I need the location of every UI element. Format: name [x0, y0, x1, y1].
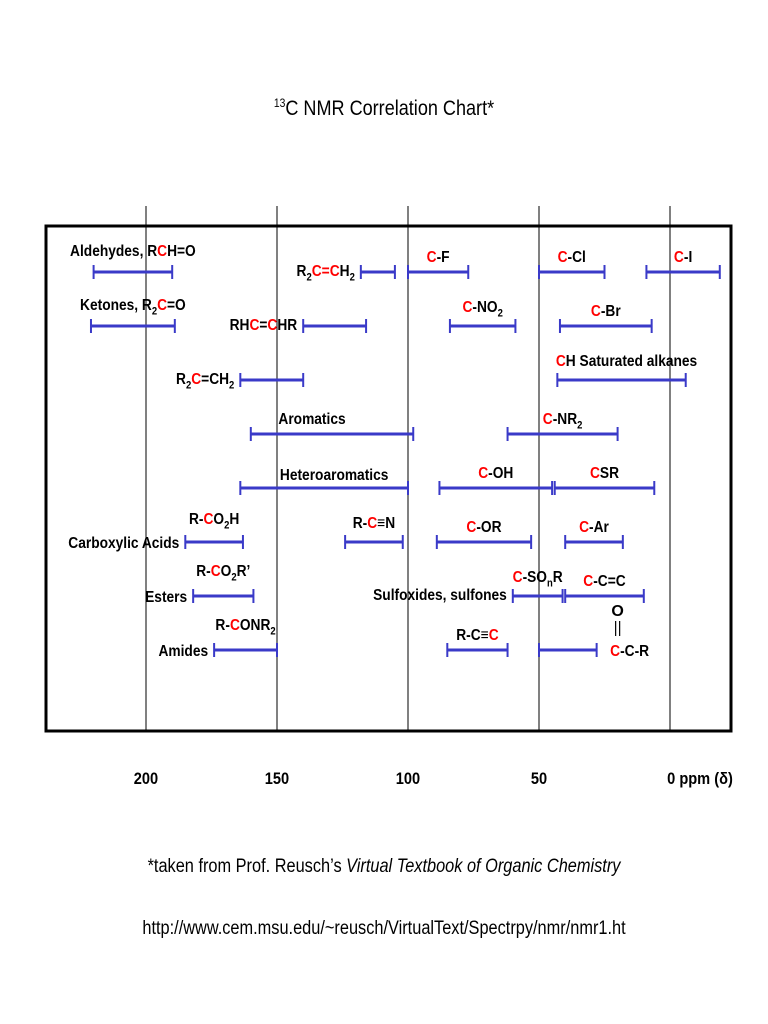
title-text: C NMR Correlation Chart* [285, 97, 495, 120]
range-label-6: RHC=CHR [230, 316, 298, 334]
tick-label-100: 100 [396, 770, 421, 788]
tick-label-50: 50 [531, 770, 547, 788]
tick-label-150: 150 [265, 770, 290, 788]
class-label-23: Amides [158, 642, 208, 660]
class-label-20: Esters [145, 588, 187, 606]
range-label-12: C-NR2 [543, 410, 583, 431]
range-label-9: R2C=CH2 [176, 370, 235, 391]
range-label-24: R-C≡C [456, 626, 499, 644]
range-label-23: R-CONR2 [215, 616, 276, 637]
tick-label-200: 200 [134, 770, 159, 788]
class-label-21: Sulfoxides, sulfones [373, 586, 507, 604]
range-label-1: Ketones, R2C=O [80, 296, 186, 317]
range-label-2: R2C=CH2 [297, 262, 356, 283]
range-label-14: C-OH [478, 464, 513, 482]
range-label-8: C-Br [591, 302, 621, 320]
range-label-5: C-I [674, 248, 692, 266]
footnote-prefix: *taken from Prof. Reusch’s [147, 856, 347, 877]
range-label-17: R-C≡N [353, 514, 395, 532]
range-label-19: C-Ar [579, 518, 609, 536]
range-label-3: C-F [427, 248, 450, 266]
range-label-0: Aldehydes, RCH=O [70, 242, 196, 260]
tick-label-0: 0 ppm (δ) [667, 770, 733, 788]
range-label-10: CH Saturated alkanes [556, 352, 697, 370]
chart-frame [44, 224, 733, 733]
range-label-25: C-C-R [610, 642, 649, 660]
range-label-15: CSR [590, 464, 619, 482]
carbonyl-oxygen-label: O [611, 603, 623, 620]
class-label-16: Carboxylic Acids [68, 534, 179, 552]
range-label-11: Aromatics [278, 410, 345, 428]
footnote-book-title: Virtual Textbook of Organic Chemistry [346, 856, 621, 877]
chart-title: 13C NMR Correlation Chart* [54, 96, 714, 121]
range-label-13: Heteroaromatics [280, 466, 388, 484]
footnote: *taken from Prof. Reusch’s Virtual Textb… [54, 856, 714, 878]
range-label-21: C-SOnR [513, 568, 563, 589]
source-url[interactable]: http://www.cem.msu.edu/~reusch/VirtualTe… [142, 918, 626, 939]
range-label-16: R-CO2H [189, 510, 239, 531]
range-label-4: C-Cl [558, 248, 586, 266]
range-label-7: C-NO2 [462, 298, 503, 319]
range-label-22: C-C=C [583, 572, 626, 590]
range-label-20: R-CO2R’ [196, 562, 250, 583]
title-isotope: 13 [273, 96, 286, 110]
range-label-18: C-OR [466, 518, 501, 536]
